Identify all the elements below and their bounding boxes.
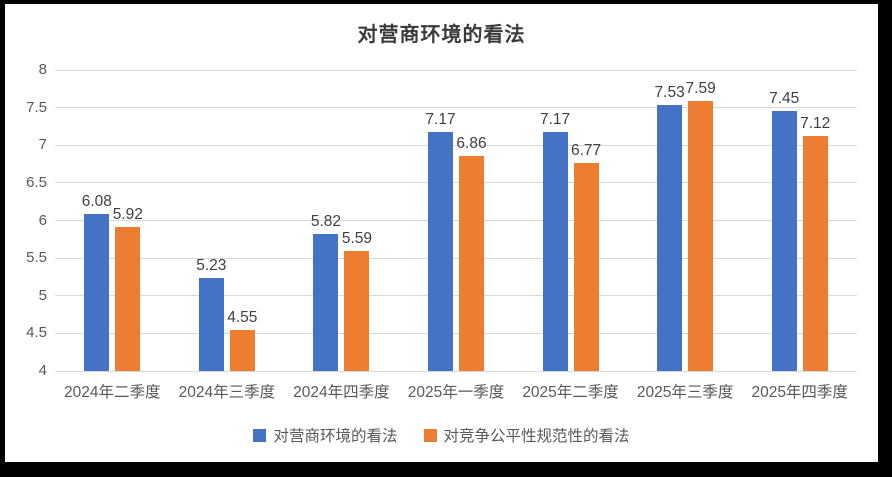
y-axis-tick-label: 6 (38, 211, 47, 229)
bar-value-label: 5.23 (196, 257, 227, 275)
x-axis-label: 2024年二季度 (64, 384, 161, 401)
bar-value-label: 7.59 (685, 79, 716, 97)
bar-value-label: 5.82 (310, 213, 341, 231)
bar-value-label: 6.08 (81, 193, 112, 211)
bar-series1 (198, 278, 224, 371)
y-axis-tick-label: 8 (38, 61, 47, 78)
y-axis-tick-label: 4 (38, 362, 47, 379)
y-axis-tick-label: 6.5 (26, 173, 47, 191)
gridline (55, 182, 857, 184)
x-axis-label: 2024年三季度 (178, 384, 276, 401)
legend-label: 对竞争公平性规范性的看法 (443, 428, 630, 445)
y-axis-tick-label: 7.5 (26, 98, 47, 116)
gridline (55, 370, 857, 372)
legend-swatch-icon (423, 428, 437, 442)
legend-item: 对营商环境的看法 (253, 424, 398, 446)
legend: 对营商环境的看法 对竞争公平性规范性的看法 (5, 424, 878, 446)
bar-series2 (115, 226, 141, 371)
gridline (55, 295, 857, 297)
bar-value-label: 4.55 (227, 308, 258, 326)
bar-series2 (459, 155, 484, 371)
x-axis-label: 2025年三季度 (636, 384, 734, 401)
gridline (55, 107, 857, 109)
bar-series2 (344, 251, 370, 371)
chart-canvas: 对营商环境的看法 4 4.5 5 5.5 6 6.5 7 7.5 8 6.08 5.92 2024年二… (5, 4, 878, 462)
x-axis-label: 2024年四季度 (293, 384, 390, 401)
bar-series2 (688, 100, 714, 371)
x-axis-label: 2025年二季度 (522, 384, 619, 401)
bar-series1 (428, 132, 453, 371)
bar-series2 (573, 162, 599, 371)
bar-series2 (229, 329, 255, 371)
bar-value-label: 7.53 (654, 84, 685, 102)
bar-value-label: 7.12 (800, 115, 831, 133)
gridline (55, 332, 857, 334)
legend-label: 对营商环境的看法 (273, 428, 398, 445)
bar-series1 (84, 214, 110, 371)
bar-series1 (657, 105, 683, 371)
gridline (55, 69, 857, 71)
gridline (55, 144, 857, 146)
bar-series1 (771, 111, 797, 371)
bar-value-label: 7.45 (769, 90, 800, 108)
bar-series1 (542, 132, 568, 371)
bar-value-label: 6.77 (570, 141, 602, 159)
bar-series2 (802, 136, 828, 371)
bar-value-label: 7.17 (539, 111, 571, 129)
y-axis-tick-label: 7 (38, 136, 47, 154)
x-axis-label: 2025年四季度 (751, 384, 848, 401)
chart-title: 对营商环境的看法 (357, 24, 526, 46)
legend-swatch-icon (253, 428, 267, 442)
x-axis-label: 2025年一季度 (407, 384, 505, 401)
y-axis-tick-label: 5 (38, 286, 47, 304)
y-axis-tick-label: 5.5 (26, 249, 47, 267)
bar-series1 (313, 234, 339, 371)
bar-value-label: 5.92 (112, 205, 143, 223)
y-axis-tick-label: 4.5 (26, 324, 47, 342)
bar-value-label: 7.17 (425, 111, 456, 129)
bar-value-label: 5.59 (341, 230, 372, 248)
gridline (55, 257, 857, 259)
legend-item: 对竞争公平性规范性的看法 (423, 424, 630, 446)
gridline (55, 220, 857, 221)
bar-value-label: 6.86 (456, 134, 487, 152)
